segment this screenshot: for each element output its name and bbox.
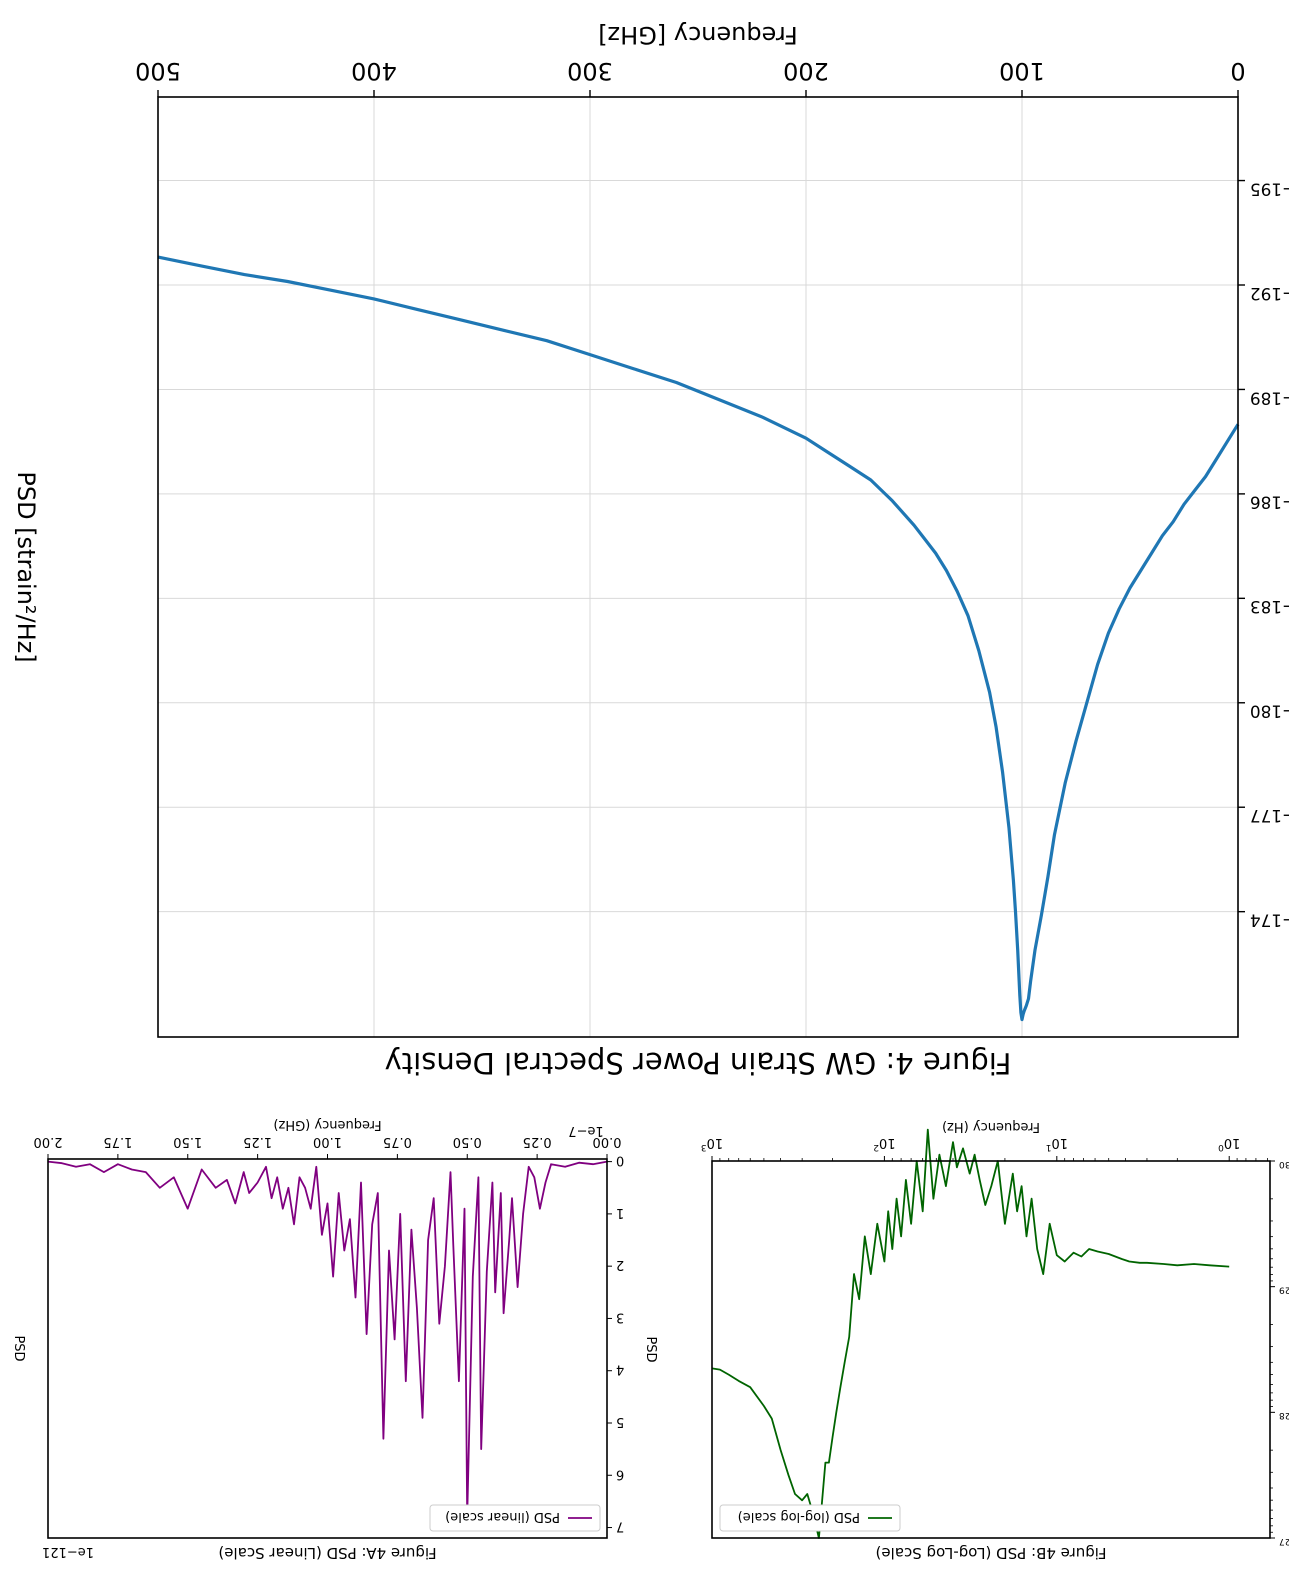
a-x-offset-label: 1e−7 xyxy=(568,1123,603,1138)
a-x-tick-label: 1.50 xyxy=(173,1134,202,1149)
b-y-tick-label: 10−129 xyxy=(1279,1278,1289,1295)
main-y-tick-label: 10−186 xyxy=(1250,480,1289,513)
main-x-tick-label: 100 xyxy=(999,57,1045,85)
main-y-tick-label: 10−195 xyxy=(1250,167,1289,200)
main-y-tick-label: 10−189 xyxy=(1250,375,1289,408)
main-x-tick-label: 400 xyxy=(351,57,397,85)
b-y-tick-label: 10−128 xyxy=(1279,1403,1289,1420)
a-y-tick-label: 3 xyxy=(616,1309,624,1324)
b-chart-title: Figure 4B: PSD (Log-Log Scale) xyxy=(876,1544,1107,1562)
a-y-axis-label: PSD xyxy=(11,1335,26,1361)
b-x-tick-label: 102 xyxy=(873,1135,895,1152)
main-plot-frame xyxy=(157,96,1239,1038)
a-x-axis-label: Frequency (GHz) xyxy=(273,1117,381,1132)
main-x-tick-label: 0 xyxy=(1230,57,1245,85)
b-y-tick-label: 10−127 xyxy=(1279,1529,1289,1546)
a-series-line xyxy=(47,1160,608,1518)
a-y-offset-label: 1e−121 xyxy=(42,1544,94,1559)
a-x-tick-label: 2.00 xyxy=(34,1134,63,1149)
b-x-tick-label: 100 xyxy=(1218,1135,1241,1152)
a-x-tick-label: 1.25 xyxy=(243,1134,272,1149)
a-x-tick-label: 0.50 xyxy=(453,1134,482,1149)
main-x-axis-label: Frequency [GHz] xyxy=(598,21,798,49)
b-series-line xyxy=(711,1128,1230,1539)
main-chart-title: Figure 4: GW Strain Power Spectral Densi… xyxy=(385,1046,1012,1080)
main-y-tick-label: 10−183 xyxy=(1250,584,1289,617)
a-y-tick-label: 6 xyxy=(616,1466,624,1481)
b-plot-frame xyxy=(711,1160,1271,1539)
a-chart-title: Figure 4A: PSD (Linear Scale) xyxy=(218,1544,436,1562)
b-legend-label: PSD (log-log scale) xyxy=(738,1509,860,1524)
main-y-tick-label: 10−177 xyxy=(1250,793,1289,826)
b-x-tick-label: 101 xyxy=(1046,1135,1068,1152)
main-series-line xyxy=(157,255,1240,1022)
a-x-tick-label: 1.75 xyxy=(103,1134,132,1149)
a-y-tick-label: 1 xyxy=(616,1205,624,1220)
a-legend xyxy=(429,1504,601,1532)
a-plot-frame xyxy=(47,1158,608,1539)
main-x-tick-label: 300 xyxy=(567,57,613,85)
b-x-tick-label: 103 xyxy=(701,1135,724,1152)
a-legend-label: PSD (linear scale) xyxy=(445,1509,560,1524)
a-x-tick-label: 0.75 xyxy=(383,1134,412,1149)
a-y-tick-label: 4 xyxy=(616,1362,624,1377)
b-y-tick-label: 10−130 xyxy=(1279,1152,1289,1169)
a-y-tick-label: 2 xyxy=(616,1257,624,1272)
main-y-tick-label: 10−180 xyxy=(1250,689,1289,722)
main-x-tick-label: 500 xyxy=(135,57,181,85)
b-x-axis-label: Frequency (Hz) xyxy=(942,1119,1040,1134)
a-y-tick-label: 5 xyxy=(616,1414,624,1429)
b-legend xyxy=(719,1504,901,1532)
main-y-tick-label: 10−174 xyxy=(1250,898,1289,931)
a-x-tick-label: 0.00 xyxy=(593,1134,622,1149)
main-x-tick-label: 200 xyxy=(783,57,829,85)
b-y-axis-label: PSD xyxy=(643,1336,658,1362)
main-y-axis-label: PSD [strain²/Hz] xyxy=(12,471,40,662)
a-x-tick-label: 0.25 xyxy=(523,1134,552,1149)
a-y-tick-label: 7 xyxy=(616,1519,624,1534)
a-y-tick-label: 0 xyxy=(616,1153,624,1168)
main-y-tick-label: 10−192 xyxy=(1250,271,1289,304)
a-x-tick-label: 1.00 xyxy=(313,1134,342,1149)
